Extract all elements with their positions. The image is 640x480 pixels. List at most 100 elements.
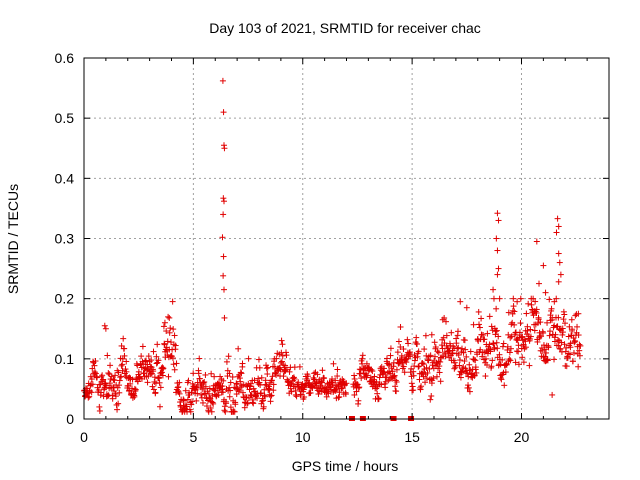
chart-title: Day 103 of 2021, SRMTID for receiver cha… bbox=[209, 20, 481, 36]
data-point bbox=[427, 352, 434, 359]
data-point bbox=[482, 373, 489, 380]
data-point bbox=[110, 376, 117, 383]
data-point bbox=[159, 365, 166, 372]
data-point bbox=[555, 336, 562, 343]
data-point bbox=[455, 344, 462, 351]
data-point bbox=[456, 357, 463, 364]
data-point bbox=[486, 341, 493, 348]
data-point bbox=[220, 109, 227, 116]
data-point bbox=[285, 377, 292, 384]
data-point bbox=[554, 323, 561, 330]
data-point bbox=[456, 362, 463, 369]
data-point bbox=[188, 389, 195, 396]
data-point bbox=[158, 369, 165, 376]
data-point bbox=[483, 361, 490, 368]
data-point bbox=[577, 342, 584, 349]
data-point bbox=[434, 348, 441, 355]
data-point bbox=[575, 363, 582, 370]
data-point bbox=[387, 352, 394, 359]
data-point bbox=[119, 361, 126, 368]
data-point bbox=[231, 408, 238, 415]
data-point bbox=[149, 383, 156, 390]
data-point bbox=[156, 374, 163, 381]
data-point bbox=[319, 367, 326, 374]
data-point bbox=[555, 250, 562, 257]
data-point bbox=[401, 369, 408, 376]
data-point bbox=[102, 325, 109, 332]
data-point bbox=[428, 392, 435, 399]
data-point bbox=[116, 382, 123, 389]
data-point bbox=[508, 321, 515, 328]
data-point bbox=[334, 373, 341, 380]
data-point bbox=[208, 370, 215, 377]
data-point bbox=[375, 395, 382, 402]
data-point bbox=[368, 366, 375, 373]
data-point bbox=[255, 380, 262, 387]
data-point bbox=[557, 271, 564, 278]
data-point bbox=[209, 399, 216, 406]
data-point bbox=[393, 379, 400, 386]
data-point bbox=[404, 336, 411, 343]
data-point bbox=[132, 386, 139, 393]
data-point bbox=[467, 348, 474, 355]
data-point bbox=[436, 363, 443, 370]
grid-lines bbox=[84, 58, 609, 419]
data-point bbox=[134, 362, 141, 369]
data-point bbox=[460, 349, 467, 356]
data-point bbox=[170, 361, 177, 368]
data-point bbox=[304, 373, 311, 380]
data-point bbox=[176, 379, 183, 386]
data-point bbox=[201, 378, 208, 385]
data-point bbox=[494, 271, 501, 278]
data-point bbox=[172, 342, 179, 349]
data-point bbox=[556, 326, 563, 333]
data-point bbox=[515, 342, 522, 349]
data-point bbox=[121, 352, 128, 359]
data-point bbox=[107, 362, 114, 369]
data-point bbox=[92, 370, 99, 377]
data-point bbox=[423, 375, 430, 382]
data-point bbox=[333, 386, 340, 393]
data-point bbox=[270, 381, 277, 388]
data-point bbox=[493, 327, 500, 334]
data-point bbox=[489, 357, 496, 364]
data-point bbox=[458, 345, 465, 352]
data-point bbox=[374, 390, 381, 397]
data-point bbox=[267, 398, 274, 405]
data-point bbox=[288, 388, 295, 395]
data-point bbox=[199, 399, 206, 406]
data-point bbox=[196, 375, 203, 382]
x-tick-label: 0 bbox=[80, 429, 88, 445]
data-point bbox=[410, 372, 417, 379]
data-point bbox=[471, 356, 478, 363]
data-point bbox=[355, 397, 362, 404]
data-point bbox=[570, 349, 577, 356]
data-point bbox=[163, 328, 170, 335]
data-point bbox=[198, 391, 205, 398]
data-point bbox=[415, 348, 422, 355]
data-point bbox=[507, 345, 514, 352]
data-point bbox=[238, 370, 245, 377]
data-point bbox=[188, 401, 195, 408]
data-point bbox=[279, 341, 286, 348]
data-point bbox=[553, 295, 560, 302]
data-point bbox=[424, 369, 431, 376]
data-point bbox=[430, 375, 437, 382]
data-point bbox=[493, 305, 500, 312]
data-point bbox=[150, 368, 157, 375]
data-point bbox=[431, 339, 438, 346]
data-point bbox=[406, 350, 413, 357]
data-point bbox=[245, 355, 252, 362]
data-point bbox=[549, 391, 556, 398]
data-point bbox=[493, 339, 500, 346]
data-point bbox=[91, 369, 98, 376]
data-point bbox=[533, 238, 540, 245]
data-point bbox=[504, 343, 511, 350]
data-point bbox=[293, 393, 300, 400]
data-point bbox=[400, 346, 407, 353]
data-point bbox=[210, 400, 217, 407]
data-point bbox=[180, 397, 187, 404]
y-tick-label: 0.6 bbox=[55, 50, 75, 66]
data-point bbox=[321, 375, 328, 382]
data-point bbox=[533, 306, 540, 313]
